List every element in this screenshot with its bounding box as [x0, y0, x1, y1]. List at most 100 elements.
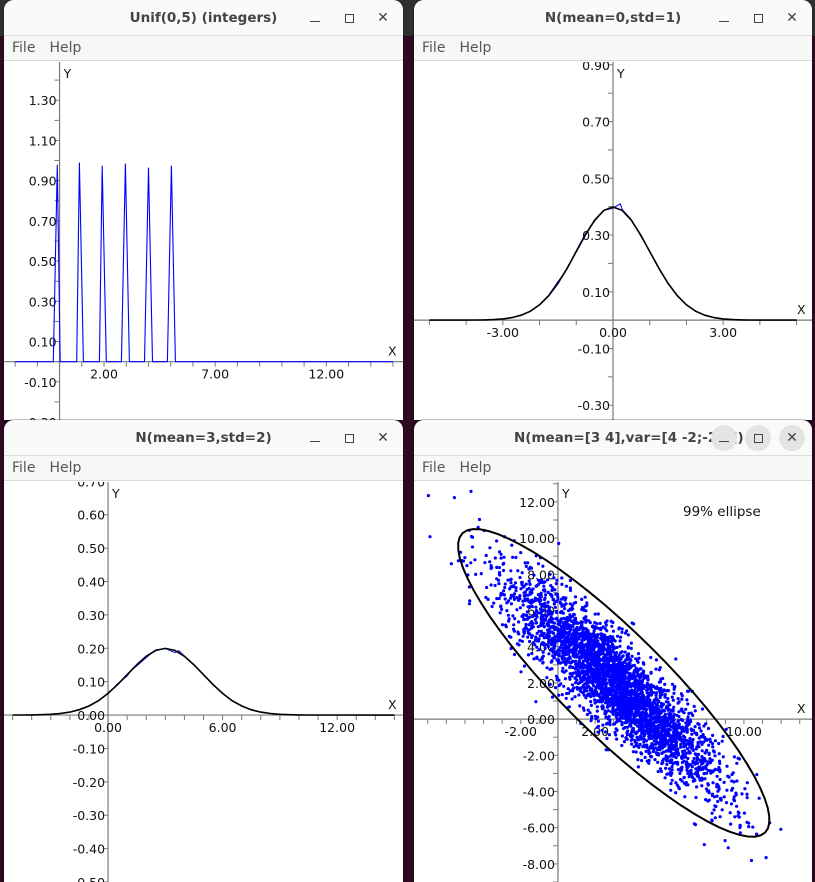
- scatter-point: [686, 739, 690, 743]
- scatter-point: [593, 679, 597, 683]
- scatter-point: [563, 640, 567, 644]
- scatter-point: [665, 704, 669, 708]
- scatter-point: [519, 587, 523, 591]
- scatter-point: [694, 795, 698, 800]
- scatter-point: [634, 750, 638, 754]
- scatter-point: [489, 583, 493, 587]
- scatter-point: [586, 708, 590, 712]
- maximize-button[interactable]: [336, 425, 362, 451]
- scatter-point: [620, 661, 624, 665]
- scatter-point: [679, 692, 683, 696]
- maximize-button[interactable]: [745, 5, 771, 31]
- scatter-point: [661, 724, 665, 728]
- scatter-point: [536, 562, 541, 566]
- scatter-point: [729, 802, 734, 806]
- scatter-point: [658, 737, 663, 741]
- scatter-point: [570, 639, 575, 643]
- maximize-icon: [753, 433, 763, 443]
- scatter-point: [640, 752, 644, 756]
- scatter-point: [542, 604, 546, 608]
- menu-file[interactable]: File: [422, 460, 446, 476]
- scatter-point: [632, 689, 636, 693]
- scatter-point: [634, 732, 638, 736]
- scatter-point: [718, 768, 722, 772]
- scatter-point: [511, 555, 515, 559]
- scatter-point: [595, 685, 599, 689]
- menu-help[interactable]: Help: [49, 40, 82, 56]
- title-bar[interactable]: Unif(0,5) (integers) ✕: [4, 0, 403, 36]
- scatter-point: [654, 691, 659, 695]
- minimize-button[interactable]: [711, 5, 737, 31]
- scatter-point: [631, 675, 635, 680]
- maximize-button[interactable]: [745, 425, 771, 451]
- scatter-point: [525, 617, 529, 621]
- menu-help[interactable]: Help: [459, 40, 492, 56]
- scatter-point: [562, 670, 566, 674]
- close-button[interactable]: ✕: [779, 425, 805, 451]
- menu-file[interactable]: File: [12, 40, 36, 56]
- scatter-point: [562, 620, 566, 625]
- scatter-point: [654, 719, 658, 723]
- y-tick-label: -0.50: [73, 875, 105, 882]
- scatter-point: [674, 751, 678, 755]
- scatter-point: [592, 684, 596, 688]
- scatter-point: [683, 735, 687, 739]
- scatter-point: [661, 720, 665, 725]
- minimize-button[interactable]: [711, 425, 737, 451]
- scatter-point: [745, 792, 749, 796]
- scatter-point: [470, 545, 475, 549]
- scatter-point: [469, 489, 473, 493]
- menu-file[interactable]: File: [12, 460, 36, 476]
- close-button[interactable]: ✕: [779, 5, 805, 31]
- fitted-curve: [429, 206, 797, 321]
- menu-help[interactable]: Help: [459, 460, 492, 476]
- scatter-point: [426, 494, 430, 498]
- menu-help[interactable]: Help: [49, 460, 82, 476]
- scatter-point: [676, 731, 680, 735]
- scatter-point: [592, 671, 596, 675]
- scatter-point: [463, 556, 467, 560]
- scatter-point: [653, 746, 657, 750]
- scatter-point: [677, 710, 681, 714]
- scatter-point: [713, 804, 717, 808]
- scatter-point: [633, 721, 637, 725]
- menu-file[interactable]: File: [422, 40, 446, 56]
- close-button[interactable]: ✕: [370, 425, 396, 451]
- scatter-point: [641, 716, 645, 720]
- close-button[interactable]: ✕: [370, 5, 396, 31]
- maximize-button[interactable]: [336, 5, 362, 31]
- scatter-point: [587, 619, 591, 623]
- scatter-point: [495, 597, 499, 601]
- scatter-point: [624, 658, 628, 662]
- minimize-button[interactable]: [302, 5, 328, 31]
- scatter-point: [449, 562, 453, 566]
- scatter-point: [608, 646, 612, 650]
- scatter-point: [617, 626, 621, 630]
- scatter-point: [734, 793, 738, 797]
- scatter-point: [635, 724, 640, 728]
- scatter-point: [718, 777, 722, 782]
- scatter-point: [563, 624, 567, 628]
- menu-bar: File Help: [4, 456, 403, 481]
- title-bar[interactable]: N(mean=0,std=1) ✕: [414, 0, 812, 36]
- scatter-point: [623, 683, 628, 687]
- scatter-point: [567, 625, 571, 629]
- window-normal-3-2: N(mean=3,std=2) ✕ File Help 0.00 6.00 12.00…: [4, 420, 403, 882]
- scatter-point: [518, 638, 522, 643]
- scatter-point: [609, 668, 613, 672]
- minimize-button[interactable]: [302, 425, 328, 451]
- scatter-point: [640, 706, 644, 710]
- scatter-point: [564, 636, 568, 640]
- scatter-point: [550, 642, 554, 646]
- y-tick-label: 1.10: [29, 133, 57, 148]
- scatter-point: [583, 618, 587, 622]
- title-bar[interactable]: N(mean=[3 4],var=[4 -2;-2 4]) ✕: [414, 420, 812, 456]
- scatter-point: [727, 775, 731, 779]
- scatter-point: [679, 745, 683, 749]
- scatter-point: [712, 750, 716, 754]
- scatter-point: [708, 757, 712, 761]
- scatter-point: [702, 724, 706, 728]
- title-bar[interactable]: N(mean=3,std=2) ✕: [4, 420, 403, 456]
- normal-0-1-plot: -3.00 0.00 3.00 0.90 0.70 0.50 0.30 0.10 -0.10 -0…: [414, 62, 812, 420]
- scatter-point: [686, 715, 690, 719]
